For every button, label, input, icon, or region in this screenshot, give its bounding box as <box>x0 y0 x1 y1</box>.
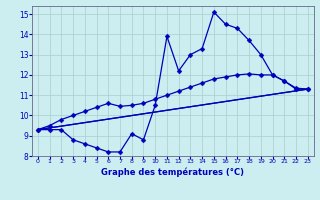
X-axis label: Graphe des températures (°C): Graphe des températures (°C) <box>101 167 244 177</box>
